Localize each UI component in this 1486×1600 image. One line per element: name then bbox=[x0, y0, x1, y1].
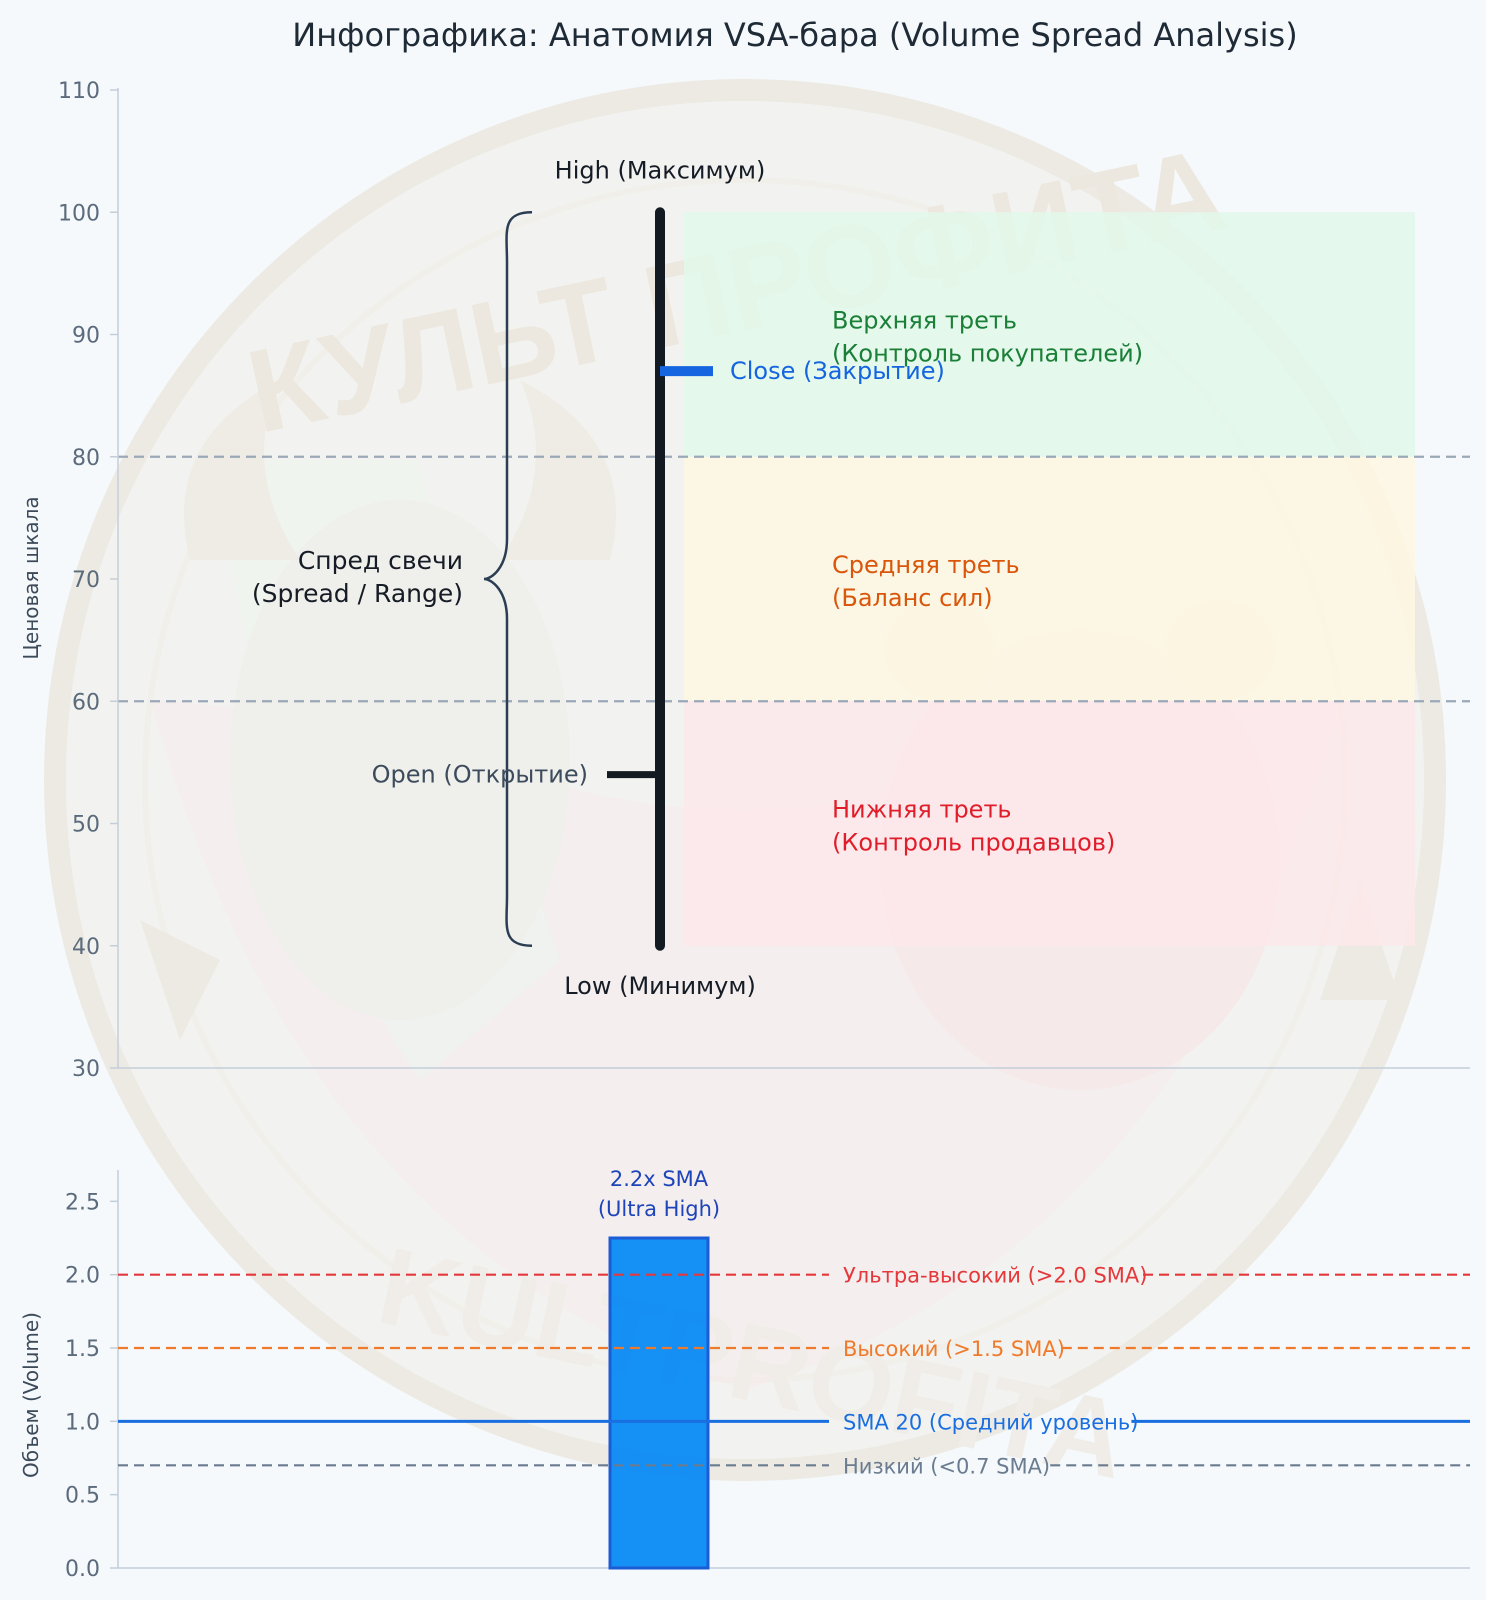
zone-middle-subtitle: (Баланс сил) bbox=[832, 584, 993, 612]
high-label: High (Максимум) bbox=[555, 156, 766, 184]
price-tick-label: 50 bbox=[72, 813, 100, 838]
price-tick-label: 40 bbox=[72, 935, 100, 960]
price-axis-label: Ценовая шкала bbox=[19, 496, 43, 659]
volume-annotation-line2: (Ultra High) bbox=[598, 1197, 720, 1221]
zone-middle bbox=[684, 456, 1415, 702]
price-tick-label: 110 bbox=[58, 79, 100, 104]
price-panel: Верхняя треть (Контроль покупателей) Средн… bbox=[19, 79, 1470, 1082]
close-label: Close (Закрытие) bbox=[730, 357, 945, 385]
volume-tick-label: 1.0 bbox=[65, 1410, 100, 1435]
volume-annotation-line1: 2.2x SMA bbox=[610, 1167, 709, 1191]
spread-brace bbox=[483, 211, 533, 947]
price-tick-label: 30 bbox=[72, 1057, 100, 1082]
volume-tick-label: 2.5 bbox=[65, 1190, 100, 1215]
price-tick-label: 70 bbox=[72, 568, 100, 593]
level-label-sma: SMA 20 (Средний уровень) bbox=[843, 1410, 1138, 1434]
price-tick-label: 100 bbox=[58, 201, 100, 226]
zone-upper-title: Верхняя треть bbox=[832, 307, 1017, 335]
level-label-ultra: Ультра-высокий (>2.0 SMA) bbox=[843, 1264, 1147, 1288]
volume-bar bbox=[608, 1236, 710, 1570]
volume-tick-label: 0.5 bbox=[65, 1484, 100, 1509]
spread-label-line1: Спред свечи bbox=[298, 546, 463, 575]
spread-label-line2: (Spread / Range) bbox=[252, 579, 463, 608]
zone-lower-title: Нижняя треть bbox=[832, 796, 1012, 824]
volume-axis-label: Объем (Volume) bbox=[19, 1312, 43, 1478]
low-label: Low (Минимум) bbox=[564, 972, 756, 1000]
volume-tick-label: 0.0 bbox=[65, 1557, 100, 1582]
zone-middle-title: Средняя треть bbox=[832, 551, 1020, 579]
chart-title: Инфографика: Анатомия VSA-бара (Volume S… bbox=[292, 16, 1297, 54]
level-label-high: Высокий (>1.5 SMA) bbox=[843, 1337, 1065, 1361]
price-tick-label: 60 bbox=[72, 690, 100, 715]
volume-panel: 0.0 0.5 1.0 1.5 2.0 2.5 Объем (Volume) Ультра… bbox=[19, 1167, 1470, 1582]
price-tick-label: 90 bbox=[72, 324, 100, 349]
open-label: Open (Открытие) bbox=[372, 761, 588, 789]
volume-tick-label: 2.0 bbox=[65, 1264, 100, 1289]
zone-upper bbox=[684, 212, 1415, 457]
zone-lower bbox=[684, 701, 1415, 946]
zone-lower-subtitle: (Контроль продавцов) bbox=[832, 829, 1115, 857]
level-label-low: Низкий (<0.7 SMA) bbox=[843, 1454, 1050, 1478]
zone-upper-subtitle: (Контроль покупателей) bbox=[832, 340, 1143, 368]
volume-tick-label: 1.5 bbox=[65, 1337, 100, 1362]
price-tick-label: 80 bbox=[72, 446, 100, 471]
